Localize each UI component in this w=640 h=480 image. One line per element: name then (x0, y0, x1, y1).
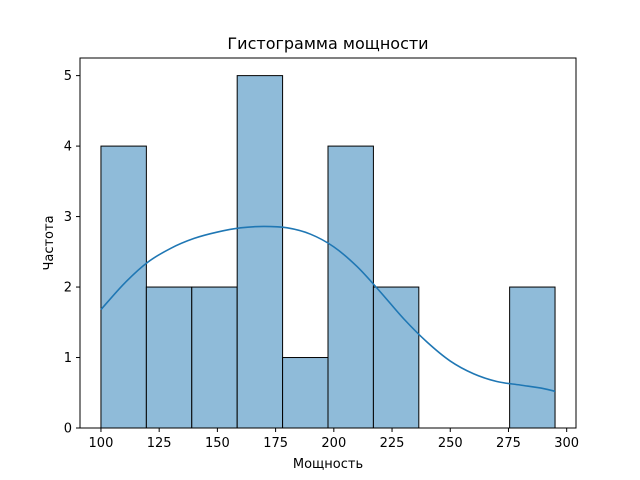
plot-frame (79, 57, 577, 429)
chart-title: Гистограмма мощности (227, 34, 428, 53)
x-tick-label: 250 (438, 436, 463, 451)
x-tick-label: 225 (380, 436, 405, 451)
y-tick-label: 0 (64, 422, 72, 437)
histogram-bar (509, 286, 556, 429)
histogram-bar (327, 145, 374, 429)
x-tick-label: 175 (263, 436, 288, 451)
y-tick-label: 2 (64, 281, 72, 296)
x-tick-label: 300 (554, 436, 579, 451)
y-tick-label: 1 (64, 351, 72, 366)
histogram-bar (282, 357, 329, 429)
histogram-bar (236, 75, 284, 429)
histogram-bar (372, 286, 420, 429)
x-axis-ticks: 100 125 150 175 200 225 250 275 300 (89, 428, 579, 451)
y-axis-label: Частота (42, 215, 57, 270)
histogram-bar (145, 286, 193, 429)
x-axis-label: Мощность (293, 457, 363, 472)
y-axis-ticks: 0 1 2 3 4 5 (64, 69, 80, 437)
kde-curve (100, 225, 556, 393)
y-tick-label: 4 (64, 140, 72, 155)
x-tick-label: 275 (496, 436, 521, 451)
y-tick-label: 5 (64, 69, 72, 84)
x-tick-label: 125 (147, 436, 172, 451)
y-tick-label: 3 (64, 210, 72, 225)
histogram-bar (100, 145, 147, 429)
histogram-bar (191, 286, 238, 429)
x-tick-label: 150 (205, 436, 230, 451)
bars-group (100, 75, 556, 429)
x-tick-label: 200 (321, 436, 346, 451)
x-tick-label: 100 (89, 436, 114, 451)
